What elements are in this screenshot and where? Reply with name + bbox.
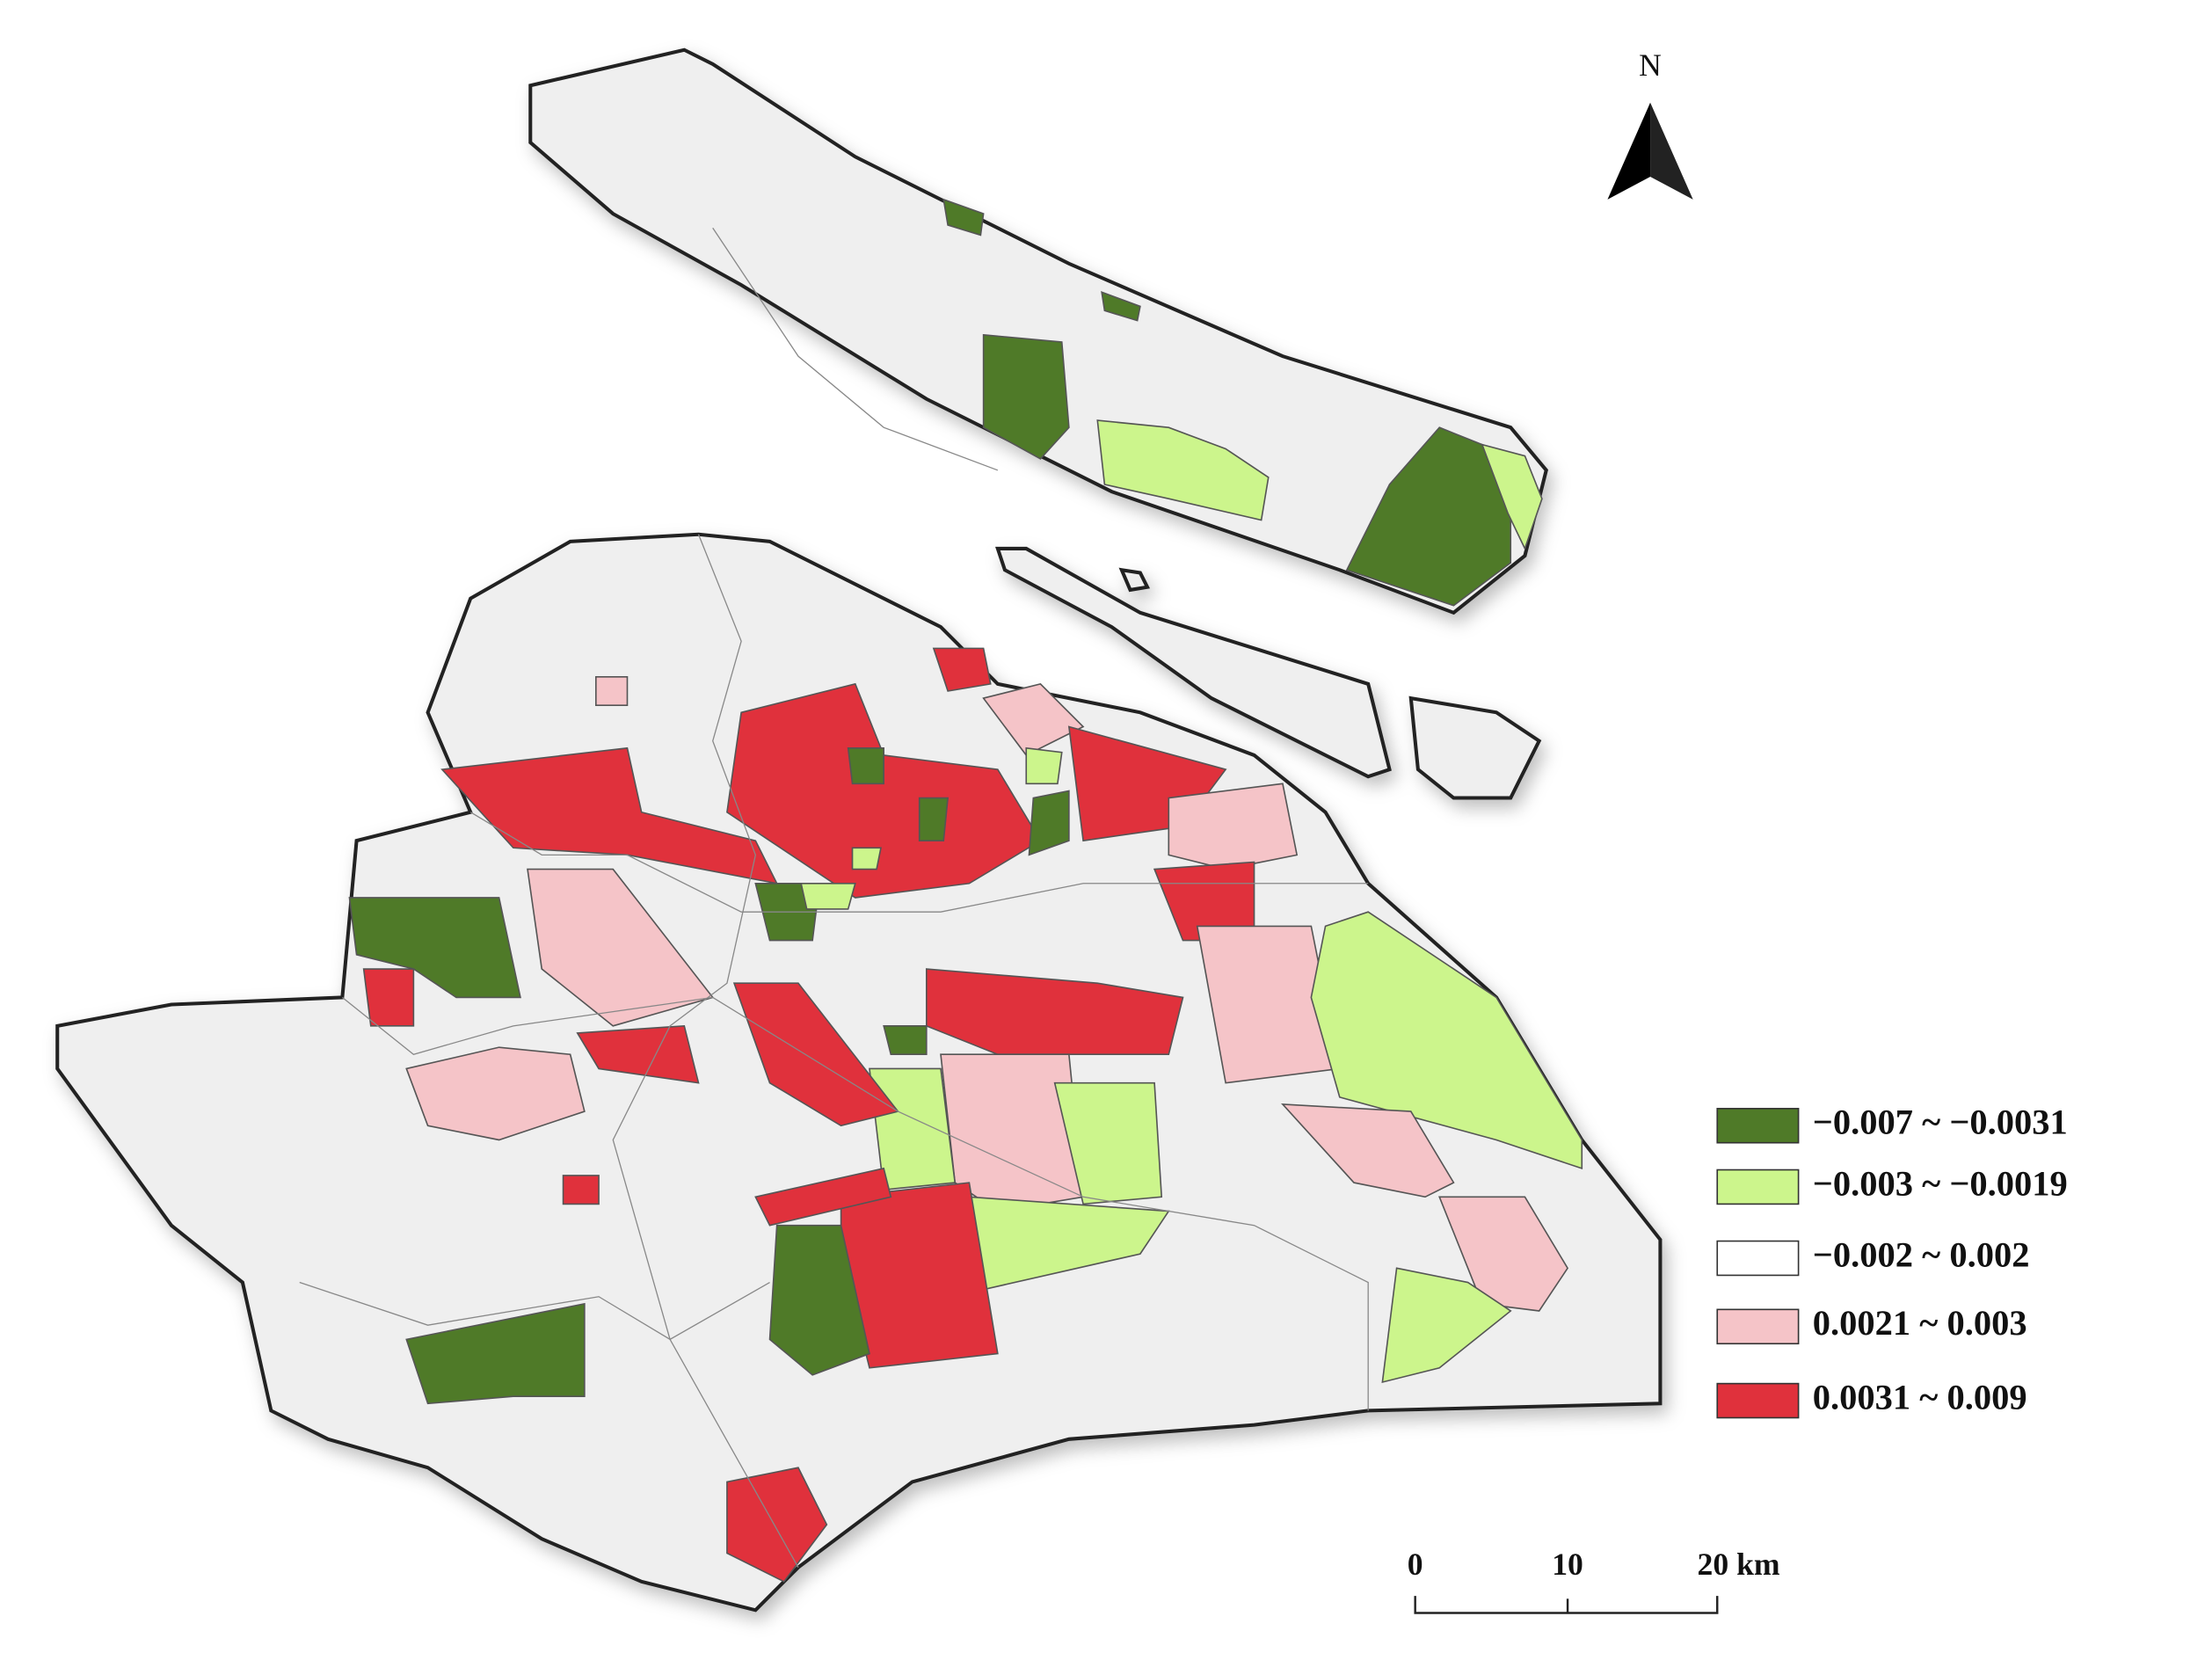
district (869, 1067, 957, 1191)
scale-line (1414, 1596, 1719, 1614)
district (1025, 746, 1063, 785)
arrow-right (1650, 102, 1693, 200)
district (362, 968, 415, 1027)
district (1028, 790, 1070, 856)
district (982, 333, 1070, 460)
districts (299, 198, 1583, 1583)
district (932, 647, 992, 692)
district-border (469, 812, 1369, 913)
district (918, 797, 950, 841)
scale-label: 20 km (1698, 1547, 1780, 1582)
scale-label: 0 (1408, 1547, 1423, 1582)
district (768, 1224, 870, 1376)
district (1381, 1267, 1512, 1384)
district (1481, 443, 1543, 551)
district (726, 1467, 828, 1583)
district (1101, 290, 1141, 322)
district (1281, 1103, 1455, 1198)
district (1438, 1196, 1569, 1312)
district (1168, 783, 1299, 870)
district (576, 1024, 700, 1084)
legend-swatch (1716, 1308, 1800, 1345)
district-border (341, 996, 1369, 1411)
scale-label: 10 (1552, 1547, 1583, 1582)
district (732, 982, 899, 1127)
island (995, 546, 1392, 779)
district (925, 968, 1184, 1056)
district (851, 847, 882, 870)
district (726, 682, 1042, 899)
legend-label: 0.0031 ~ 0.009 (1813, 1377, 2027, 1416)
north-arrow: N (1607, 47, 1693, 200)
district (800, 882, 856, 910)
legend-label: −0.002 ~ 0.002 (1813, 1234, 2030, 1274)
district (982, 682, 1085, 756)
district (754, 1167, 892, 1227)
district-border (612, 534, 799, 1568)
legend-label: −0.003 ~ −0.0019 (1813, 1163, 2068, 1203)
district (1096, 419, 1270, 521)
legend-label: 0.0021 ~ 0.003 (1813, 1303, 2027, 1343)
legend-label: −0.007 ~ −0.0031 (1813, 1103, 2068, 1142)
legend: −0.007 ~ −0.0031 −0.003 ~ −0.0019 −0.002 ~… (1716, 1103, 2068, 1419)
legend-swatch (1716, 1169, 1800, 1205)
legend-swatch (1716, 1240, 1800, 1277)
island (528, 47, 1548, 615)
district (847, 747, 884, 785)
district (1053, 1081, 1163, 1205)
district (883, 1025, 928, 1056)
district-border (299, 1281, 770, 1341)
legend-swatch (1716, 1382, 1800, 1419)
district-border (712, 227, 999, 471)
district (405, 1302, 586, 1405)
district (348, 897, 521, 999)
district (1310, 911, 1583, 1170)
district (405, 1046, 586, 1141)
district (595, 675, 629, 707)
north-label: N (1639, 47, 1662, 83)
scale-bar: 0 10 20 km (1408, 1547, 1780, 1614)
island (1118, 567, 1151, 593)
district (942, 198, 985, 237)
legend-swatch (1716, 1108, 1800, 1144)
island (1408, 695, 1542, 800)
arrow-left (1607, 102, 1651, 200)
district (562, 1175, 600, 1205)
district (527, 868, 715, 1027)
